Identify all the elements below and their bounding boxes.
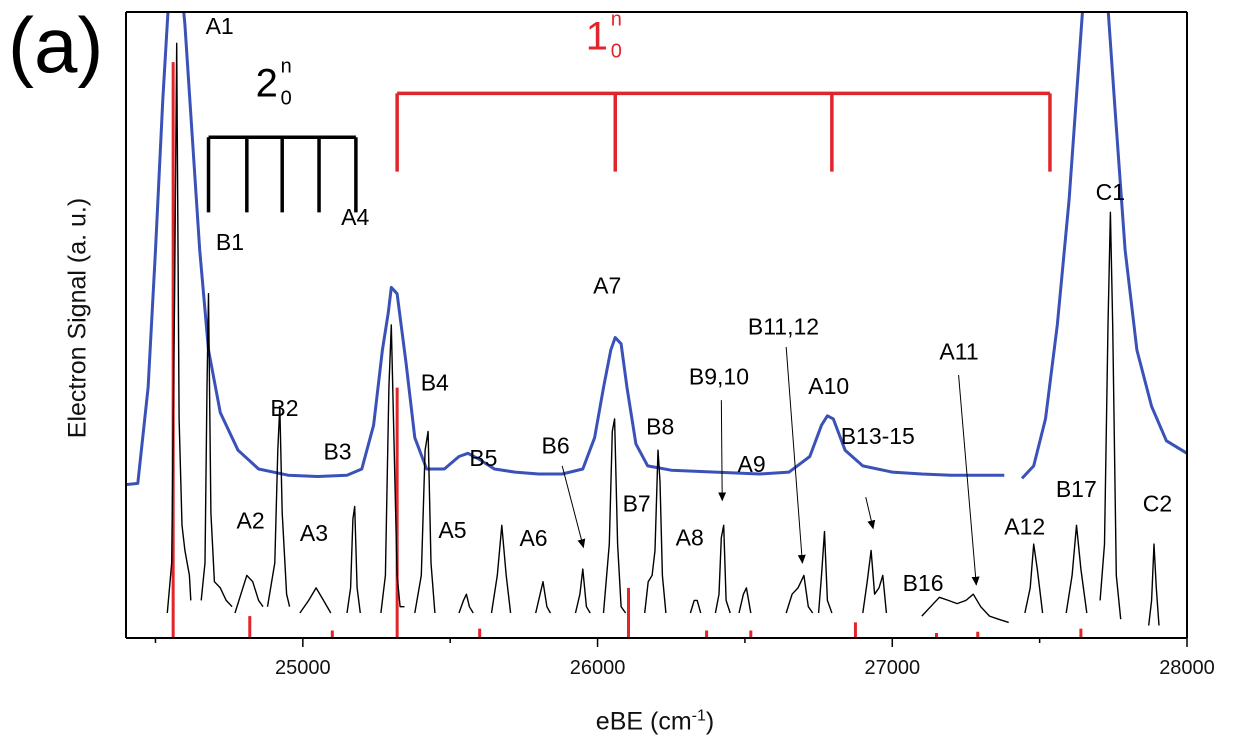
peak-label-a2: A2: [237, 507, 265, 533]
high-res-trace-25: [1148, 543, 1160, 626]
peak-label-b16: B16: [903, 570, 944, 596]
annotation-arrow-2: [718, 400, 727, 502]
annotation-arrow-3: [785, 346, 806, 564]
x-tick-label-27000: 27000: [864, 657, 920, 679]
peak-label-b17: B17: [1056, 476, 1097, 502]
high-res-trace-7: [380, 324, 405, 614]
x-tick-label-25000: 25000: [275, 657, 331, 679]
peak-label-a10: A10: [808, 373, 849, 399]
high-res-trace-11: [535, 581, 552, 614]
peak-label-a1: A1: [206, 13, 234, 39]
peak-label-a12: A12: [1004, 514, 1045, 540]
peak-label-a3: A3: [300, 520, 328, 546]
annotation-arrow-4: [865, 497, 876, 530]
high-res-trace-4: [266, 405, 291, 607]
peak-label-b13-15: B13-15: [841, 423, 915, 449]
progression-label-sup: n: [611, 9, 622, 31]
high-res-trace-20: [862, 549, 888, 614]
peak-label-b8: B8: [646, 414, 674, 440]
peak-label-a8: A8: [676, 524, 704, 550]
x-tick-label-26000: 26000: [570, 657, 626, 679]
high-res-trace-13: [602, 418, 627, 614]
high-res-trace-17: [738, 587, 752, 614]
peak-label-c2: C2: [1143, 491, 1172, 517]
peak-label-a11: A11: [939, 338, 978, 364]
peak-label-b2: B2: [270, 395, 298, 421]
high-res-trace-2: [200, 293, 233, 608]
x-axis-label-close: ): [705, 707, 715, 736]
high-res-trace-15: [689, 599, 702, 614]
peak-label-a9: A9: [738, 451, 766, 477]
high-res-trace-24: [1099, 211, 1122, 620]
progression-label-main: 1: [586, 15, 608, 59]
panel-label: (a): [8, 1, 104, 89]
progression-label-main: 2: [256, 62, 278, 106]
high-res-trace-9: [458, 593, 474, 614]
high-res-trace-18: [785, 574, 814, 614]
peak-label-b5: B5: [469, 445, 497, 471]
progression-label-sub: 0: [281, 88, 292, 110]
high-res-trace-22: [1024, 543, 1044, 614]
high-res-trace-23: [1065, 524, 1088, 614]
high-res-trace-3: [234, 574, 264, 614]
high-res-trace-8: [414, 430, 436, 614]
x-axis-label-text: eBE (cm: [595, 707, 692, 736]
peak-label-b3: B3: [323, 439, 351, 465]
peak-label-b7: B7: [623, 491, 651, 517]
peak-label-b6: B6: [542, 432, 570, 458]
high-res-trace-21: [921, 593, 1009, 624]
low-res-curve-segment-1: [126, 12, 1005, 487]
high-res-trace-5: [299, 587, 332, 614]
high-res-trace-16: [714, 524, 731, 614]
x-tick-label-28000: 28000: [1159, 657, 1215, 679]
high-res-trace-19: [817, 530, 833, 614]
progression-2: 1 n 0: [395, 9, 1052, 172]
high-res-trace-10: [490, 524, 512, 614]
plot-area: [126, 12, 1187, 638]
high-res-trace-1: [166, 42, 192, 614]
high-res-trace-6: [346, 505, 361, 614]
peak-label-b1: B1: [216, 229, 244, 255]
peak-label-b4: B4: [421, 370, 449, 396]
annotation-arrow-1: [561, 465, 586, 549]
progression-label-sub: 0: [611, 41, 622, 63]
progression-label-sup: n: [281, 56, 292, 78]
peak-label-a5: A5: [438, 517, 466, 543]
peak-label-a4: A4: [341, 204, 369, 230]
x-axis-label-unit-exponent: -1: [691, 707, 706, 725]
peak-label-c1: C1: [1096, 179, 1125, 205]
peak-label-b11-12: B11,12: [748, 313, 819, 339]
annotation-arrow-5: [958, 375, 980, 586]
peak-label-b9-10: B9,10: [689, 363, 749, 389]
high-res-trace-14: [644, 449, 667, 614]
low-res-curve-segment-2: [1020, 12, 1187, 480]
peak-label-a6: A6: [519, 525, 547, 551]
progression-1: 2 n 0: [206, 56, 358, 213]
high-res-trace-12: [574, 568, 591, 614]
peak-label-a7: A7: [593, 273, 621, 299]
x-axis-label: eBE (cm-1): [596, 707, 714, 736]
